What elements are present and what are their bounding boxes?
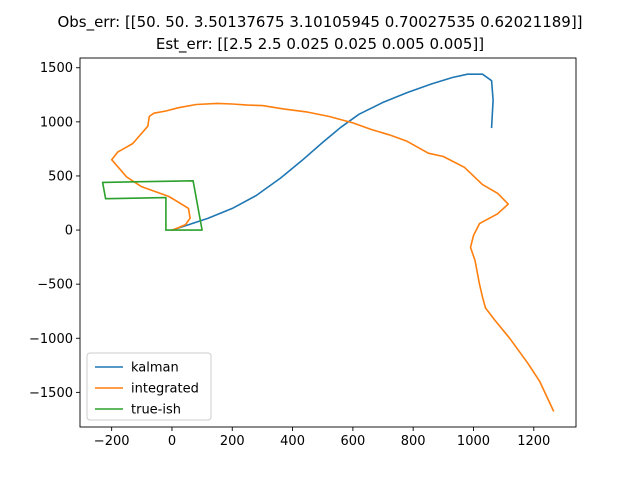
y-tick-label: −500 (37, 278, 73, 293)
x-tick-label: 200 (220, 434, 245, 449)
y-tick-label: −1000 (29, 332, 73, 347)
axes-frame (79, 57, 577, 428)
legend-label-kalman: kalman (131, 361, 179, 376)
x-tick-label: 1000 (457, 434, 490, 449)
plot-area (101, 73, 555, 412)
x-tick-label: 1200 (517, 434, 550, 449)
axes: −200 0 200 400 600 800 1000 1200 −1500 −1000 −500 0… (29, 57, 577, 449)
x-tick-label: 400 (280, 434, 305, 449)
legend-box (86, 352, 212, 421)
legend-label-true-ish: true-ish (131, 403, 181, 418)
chart-title-line-2: Est_err: [[2.5 2.5 0.025 0.025 0.005 0.0… (156, 35, 484, 54)
y-tick-label: 1000 (40, 115, 73, 130)
chart-title-line-1: Obs_err: [[50. 50. 3.50137675 3.10105945… (57, 13, 582, 32)
y-tick-label: 1500 (40, 61, 73, 76)
series-line-true-ish (101, 180, 203, 231)
legend-label-integrated: integrated (131, 382, 199, 397)
legend: kalman integrated true-ish (86, 352, 212, 421)
y-tick-label: 0 (65, 224, 73, 239)
x-tick-label: 600 (340, 434, 365, 449)
series-line-integrated (110, 102, 555, 412)
x-tick-label: −200 (94, 434, 130, 449)
series-line-kalman (170, 73, 494, 232)
y-tick-label: −1500 (29, 386, 73, 401)
x-tick-label: 800 (401, 434, 426, 449)
y-tick-label: 500 (48, 169, 73, 184)
x-tick-label: 0 (168, 434, 176, 449)
